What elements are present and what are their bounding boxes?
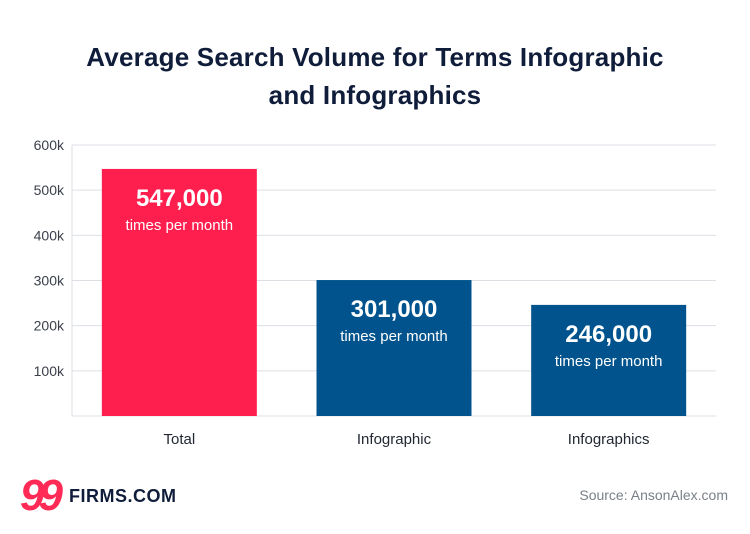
chart-title: Average Search Volume for Terms Infograp…	[0, 38, 750, 114]
bar-value-sublabel: times per month	[126, 217, 234, 234]
source-note: Source: AnsonAlex.com	[579, 487, 728, 503]
y-tick-label: 400k	[34, 227, 65, 243]
x-tick-label: Infographics	[568, 431, 650, 448]
bar-value-label: 301,000	[351, 296, 438, 323]
y-tick-label: 500k	[34, 182, 65, 198]
y-tick-label: 600k	[34, 137, 65, 153]
logo-mark: 99	[20, 471, 63, 520]
bar-value-sublabel: times per month	[340, 328, 448, 345]
y-tick-label: 200k	[34, 318, 65, 334]
bar-value-label: 547,000	[136, 185, 223, 212]
y-tick-label: 100k	[34, 363, 65, 379]
x-tick-label: Total	[163, 431, 195, 448]
bar	[316, 280, 472, 416]
y-tick-label: 300k	[34, 273, 65, 289]
bar	[531, 304, 687, 416]
bar	[101, 168, 257, 416]
bar-value-sublabel: times per month	[555, 353, 663, 370]
chart-title-line-1: Average Search Volume for Terms Infograp…	[86, 42, 664, 72]
company-logo: 99 FIRMS.COM	[20, 471, 177, 520]
x-tick-label: Infographic	[357, 431, 432, 448]
bar-value-label: 246,000	[565, 321, 652, 348]
logo-text: FIRMS.COM	[68, 485, 177, 506]
chart-title-line-2: and Infographics	[268, 80, 482, 110]
